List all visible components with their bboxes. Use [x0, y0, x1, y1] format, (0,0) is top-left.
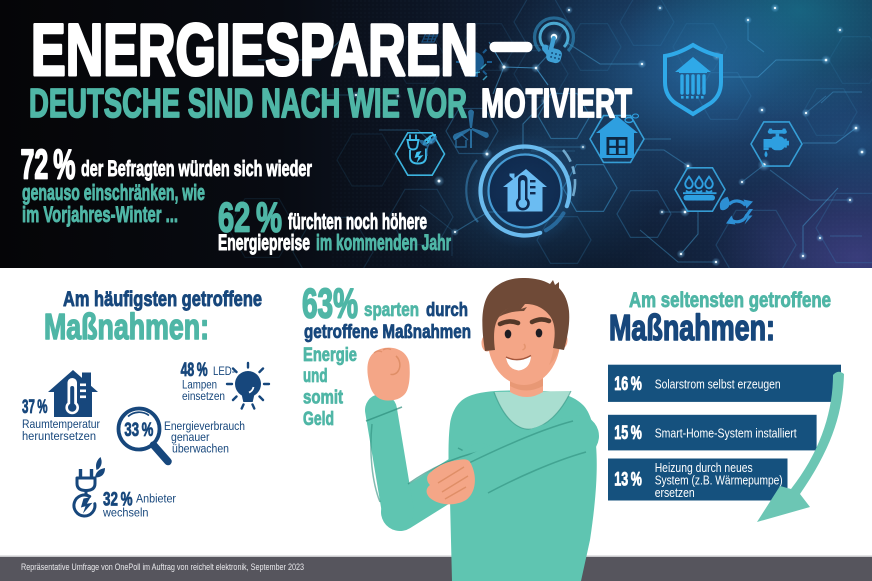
svg-text:Solarstrom selbst erzeugen: Solarstrom selbst erzeugen [655, 378, 781, 392]
svg-text:16 %: 16 % [614, 373, 642, 395]
svg-text:15 %: 15 % [614, 422, 642, 444]
svg-text:DEUTSCHE SIND NACH WIE VOR: DEUTSCHE SIND NACH WIE VOR [29, 80, 467, 126]
svg-text:Maßnahmen:: Maßnahmen: [44, 306, 209, 347]
svg-text:getroffene Maßnahmen: getroffene Maßnahmen [304, 321, 471, 343]
svg-text:MOTIVIERT: MOTIVIERT [481, 80, 632, 126]
svg-text:sparten: sparten [364, 299, 419, 321]
svg-text:63%: 63% [302, 280, 358, 327]
svg-text:genauso einschränken, wie: genauso einschränken, wie [22, 180, 205, 205]
svg-text:Anbieter: Anbieter [136, 492, 176, 506]
svg-text:Energieverbrauch: Energieverbrauch [164, 419, 245, 433]
svg-text:48 %: 48 % [181, 359, 208, 381]
svg-text:Energiepreise: Energiepreise [218, 230, 310, 255]
svg-text:32 %: 32 % [103, 489, 133, 511]
svg-text:wechseln: wechseln [102, 506, 148, 520]
svg-text:37 %: 37 % [22, 396, 48, 418]
svg-text:Lampen: Lampen [182, 378, 217, 392]
svg-text:Repräsentative Umfrage von One: Repräsentative Umfrage von OnePoll im Au… [21, 562, 304, 573]
svg-text:Maßnahmen:: Maßnahmen: [609, 307, 775, 348]
svg-text:somit: somit [303, 387, 343, 409]
svg-text:im kommenden Jahr: im kommenden Jahr [316, 230, 451, 255]
svg-text:einsetzen: einsetzen [182, 389, 225, 403]
svg-text:ersetzen: ersetzen [655, 486, 695, 500]
svg-text:überwachen: überwachen [172, 442, 229, 456]
svg-text:Energie: Energie [303, 344, 357, 366]
svg-text:62 %: 62 % [218, 194, 282, 241]
svg-text:Am seltensten getroffene: Am seltensten getroffene [629, 288, 831, 312]
svg-text:durch: durch [426, 299, 468, 321]
svg-text:fürchten noch höhere: fürchten noch höhere [288, 209, 427, 234]
svg-text:und: und [303, 365, 328, 387]
svg-text:der Befragten würden sich wied: der Befragten würden sich wieder [81, 156, 312, 181]
svg-text:Smart-Home-System installiert: Smart-Home-System installiert [655, 427, 797, 441]
svg-text:33 %: 33 % [124, 419, 153, 441]
svg-text:ENERGIESPAREN: ENERGIESPAREN [31, 10, 478, 91]
svg-text:LED-: LED- [213, 364, 235, 378]
svg-text:Raumtemperatur: Raumtemperatur [22, 417, 100, 431]
svg-text:Heizung durch neues: Heizung durch neues [655, 461, 753, 475]
svg-text:72 %: 72 % [21, 141, 76, 188]
svg-text:im Vorjahres-Winter ...: im Vorjahres-Winter ... [22, 202, 178, 227]
svg-text:genauer: genauer [171, 430, 210, 444]
svg-text:System (z.B. Wärmepumpe): System (z.B. Wärmepumpe) [655, 474, 783, 488]
svg-text:heruntersetzen: heruntersetzen [22, 429, 96, 443]
svg-text:Am häufigsten getroffene: Am häufigsten getroffene [63, 287, 262, 311]
svg-text:13 %: 13 % [614, 469, 642, 491]
svg-text:Geld: Geld [303, 408, 334, 430]
